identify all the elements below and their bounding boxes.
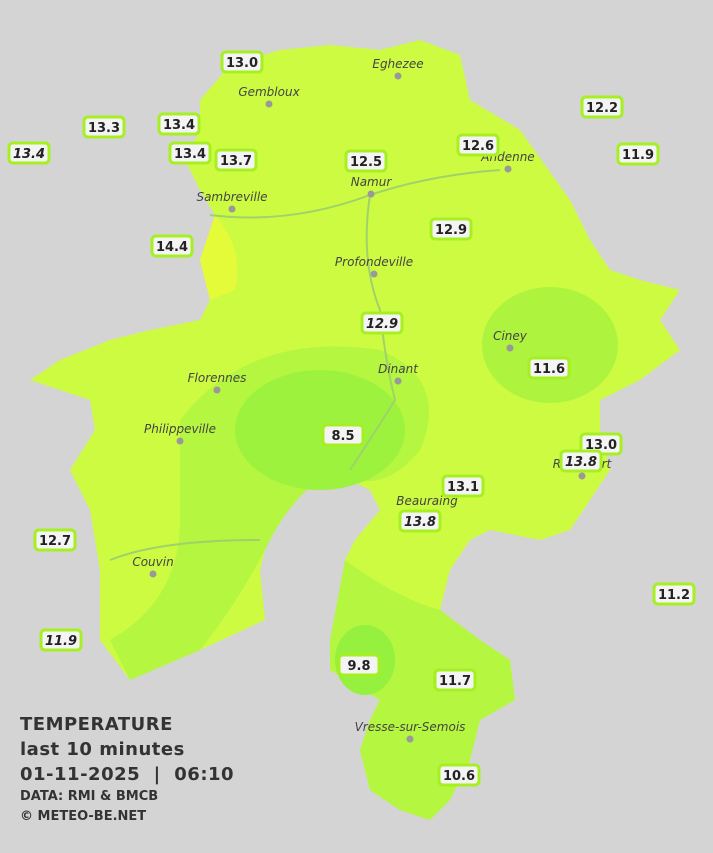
city-dot: [149, 570, 157, 578]
station-value: 14.4: [156, 240, 188, 255]
station-value: 13.8: [565, 455, 597, 470]
city-dot: [228, 205, 236, 213]
city-dot: [578, 472, 586, 480]
city-dot: [176, 437, 184, 445]
city-dot: [394, 377, 402, 385]
station-box: [82, 115, 126, 139]
station-value: 12.2: [586, 101, 618, 116]
data-source: DATA: RMI & BMCB: [20, 789, 159, 804]
copyright: © METEO-BE.NET: [20, 809, 147, 824]
station-box: [456, 133, 500, 157]
city-dot: [506, 344, 514, 352]
city-dot: [370, 270, 378, 278]
station-value: 13.0: [226, 56, 258, 71]
cold-zone: [482, 287, 618, 403]
station-value: 9.8: [347, 659, 370, 674]
station-box: [337, 653, 381, 677]
station-box: [441, 474, 485, 498]
station-value: 12.9: [435, 223, 467, 238]
station-box: [433, 668, 477, 692]
cold-zone: [235, 370, 405, 490]
station-value: 13.7: [220, 154, 252, 169]
station-value: 12.5: [350, 155, 382, 170]
legend: TEMPERATURE last 10 minutes 01-11-2025 |…: [20, 712, 234, 827]
station-box: [7, 141, 51, 165]
station-value: 12.7: [39, 534, 71, 549]
station-value: 13.3: [88, 121, 120, 136]
station-box: [580, 95, 624, 119]
city-dot: [213, 386, 221, 394]
city-label: Couvin: [132, 555, 173, 569]
station-box: [616, 142, 660, 166]
city-label: Ciney: [493, 329, 528, 343]
station-box: [214, 148, 258, 172]
city-dot: [406, 735, 414, 743]
station-value: 8.5: [331, 429, 354, 444]
city-dot: [265, 100, 273, 108]
cool-zone: [330, 560, 515, 820]
city-label: Gembloux: [238, 85, 300, 99]
station-box: [429, 217, 473, 241]
city-label: Profondeville: [335, 255, 413, 269]
station-box: [527, 356, 571, 380]
station-box: [220, 50, 264, 74]
station-value: 13.8: [404, 515, 436, 530]
station-value: 11.9: [45, 634, 77, 649]
city-label: Dinant: [378, 362, 419, 376]
station-box: [33, 528, 77, 552]
subtitle: last 10 minutes: [20, 739, 185, 760]
station-box: [344, 149, 388, 173]
station-value: 13.4: [13, 147, 45, 162]
station-value: 13.4: [163, 118, 195, 133]
station-box: [321, 423, 365, 447]
station-value: 12.9: [366, 317, 398, 332]
city-label: Vresse-sur-Semois: [355, 720, 466, 734]
station-box: [360, 311, 404, 335]
city-label: Beauraing: [396, 494, 458, 508]
station-box: [39, 628, 83, 652]
city-label: Philippeville: [144, 422, 216, 436]
station-value: 12.6: [462, 139, 494, 154]
city-label: Namur: [351, 175, 393, 189]
station-box: [559, 449, 603, 473]
city-label: Sambreville: [196, 190, 267, 204]
station-box: [437, 763, 481, 787]
timestamp: 01-11-2025 | 06:10: [20, 764, 235, 785]
station-value: 11.9: [622, 148, 654, 163]
city-label: Eghezee: [372, 57, 423, 71]
station-box: [398, 509, 442, 533]
station-value: 11.7: [439, 674, 471, 689]
station-box: [652, 582, 696, 606]
title: TEMPERATURE: [20, 714, 173, 735]
city-dot: [367, 190, 375, 198]
station-value: 13.4: [174, 147, 206, 162]
city-label: Florennes: [188, 371, 247, 385]
station-box: [157, 112, 201, 136]
station-value: 11.6: [533, 362, 565, 377]
station-value: 10.6: [443, 769, 475, 784]
station-value: 13.0: [585, 438, 617, 453]
station-value: 13.1: [447, 480, 479, 495]
warm-zone: [200, 215, 238, 300]
station-value: 11.2: [658, 588, 690, 603]
station-box: [168, 141, 212, 165]
city-dot: [504, 165, 512, 173]
station-box: [150, 234, 194, 258]
city-dot: [394, 72, 402, 80]
